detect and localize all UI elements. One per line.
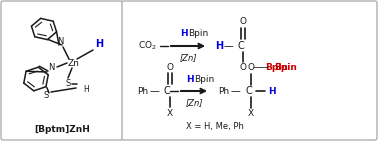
Text: —: — (224, 41, 234, 51)
Text: H: H (186, 74, 194, 83)
Text: Ph: Ph (137, 86, 148, 95)
Text: [Zn]: [Zn] (179, 53, 197, 62)
Text: C: C (245, 86, 252, 96)
Text: H: H (215, 41, 223, 51)
Text: N: N (57, 37, 63, 46)
Text: O: O (240, 17, 246, 27)
Text: Bpin: Bpin (194, 74, 214, 83)
Text: [Zn]: [Zn] (185, 99, 203, 107)
Text: X: X (167, 109, 173, 117)
Text: O: O (248, 63, 254, 72)
Text: C: C (237, 41, 244, 51)
Text: Bpin: Bpin (274, 63, 297, 72)
Text: O: O (166, 62, 174, 71)
Text: X = H, Me, Ph: X = H, Me, Ph (186, 122, 244, 131)
Text: —: — (150, 86, 160, 96)
Text: S: S (43, 92, 49, 101)
Text: C: C (164, 86, 171, 96)
Text: S: S (65, 79, 71, 88)
FancyBboxPatch shape (122, 1, 377, 140)
Text: CO$_2$: CO$_2$ (138, 40, 157, 52)
Text: Zn: Zn (68, 59, 80, 68)
Text: —: — (231, 86, 241, 96)
Text: Bpin: Bpin (265, 63, 288, 72)
Text: Ph: Ph (218, 86, 229, 95)
Text: H: H (268, 86, 276, 95)
Text: H: H (95, 39, 103, 49)
Text: X: X (248, 110, 254, 118)
Text: Bpin: Bpin (188, 29, 208, 38)
Text: N: N (48, 63, 54, 72)
Text: O: O (240, 63, 246, 72)
Text: —: — (253, 63, 262, 72)
Text: H: H (83, 84, 89, 93)
Text: [Bptm]ZnH: [Bptm]ZnH (34, 125, 90, 134)
Text: —: — (260, 63, 269, 72)
Text: H: H (180, 29, 188, 38)
FancyBboxPatch shape (1, 1, 123, 140)
